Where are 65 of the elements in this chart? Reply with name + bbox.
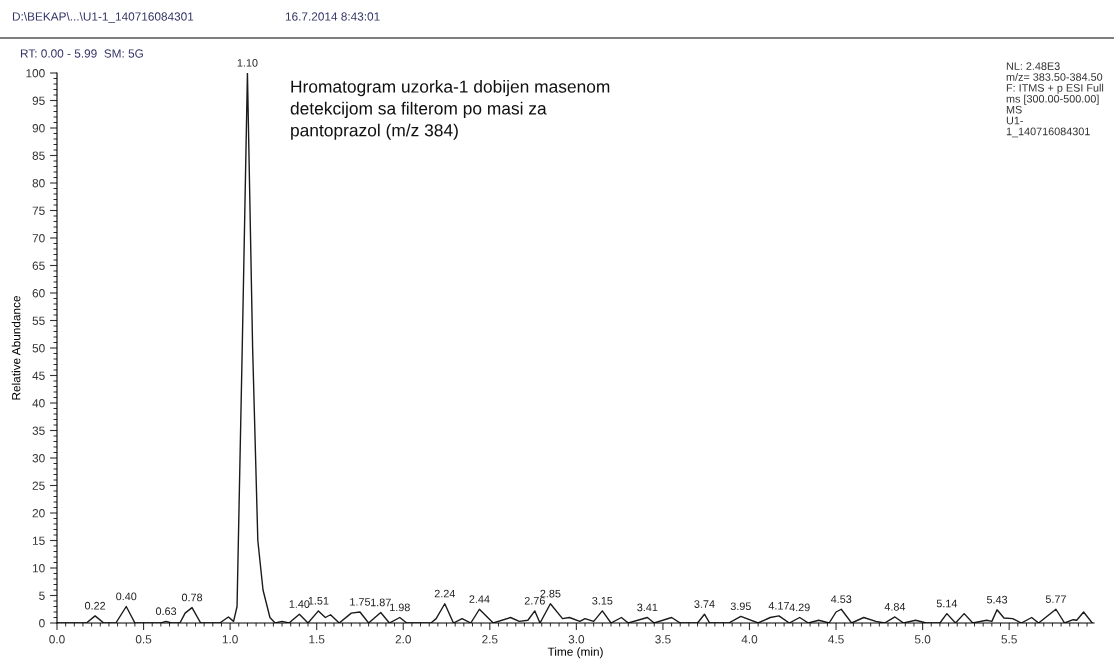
annotation: 0.78 [181,593,203,602]
annotation: 5.14 [936,599,958,608]
annotation: 5.77 [1045,595,1066,603]
y-tick-label: 5 [39,591,45,600]
x-tick-label: 5.5 [1001,635,1017,644]
annotation: 4.53 [830,595,852,603]
annotation: 4.84 [884,602,906,611]
y-tick-label: 70 [32,234,45,243]
y-tick-label: 45 [32,371,45,380]
y-tick-label: 90 [32,124,45,133]
x-tick-label: 0.5 [135,635,152,644]
x-tick-label: 4.5 [828,635,844,644]
annotation: 1.87 [371,598,391,607]
annotation: Hromatogram uzorka-1 dobijen masenom detekcijom sa filterom po masi za pantoprazol (m/z 384) [290,80,610,140]
x-tick-label: 1.5 [309,635,325,644]
annotation: 0.40 [116,592,137,601]
annotation: 5.43 [986,595,1008,604]
annotation: 3.41 [637,603,658,612]
annotation: 1.10 [237,59,258,67]
x-tick-label: 2.0 [395,635,411,644]
annotation: NL: 2.48E3 m/z= 383.50-384.50 F: ITMS + p ESI Full ms [300.00-500.00] MS U1- 1_140716084301 [1006,62,1104,138]
annotation: 1.40 [289,600,310,608]
y-tick-label: 25 [32,481,45,490]
y-tick-label: 85 [32,151,45,160]
y-tick-label: 100 [26,69,45,78]
text: 16.7.2014 8:43:01 [285,12,380,21]
y-tick-label: 15 [32,536,45,545]
x-tick-label: 5.0 [914,635,931,644]
y-tick-label: 55 [32,316,45,325]
annotation: 2.76 [524,596,545,605]
y-tick-label: 0 [39,619,45,628]
x-axis-title: Time (min) [547,647,603,659]
y-tick-label: 10 [32,564,45,573]
x-tick-label: 3.5 [655,635,671,644]
y-tick-label: 40 [32,399,45,408]
y-tick-label: 20 [32,509,45,518]
text: D:\BEKAP\...\U1-1_140716084301 [12,12,194,23]
annotation: 0.63 [155,607,177,616]
y-tick-label: 95 [32,96,45,105]
y-tick-label: 80 [32,179,45,188]
annotation: 2.44 [469,595,490,603]
text: RT: 0.00 - 5.99 SM: 5G [20,49,143,58]
y-tick-label: 60 [32,289,45,298]
y-axis-title: Relative Abundance [11,296,21,400]
annotation: 4.29 [789,603,810,612]
annotation: 2.85 [540,589,561,598]
annotation: 1.51 [308,597,329,605]
x-tick-label: 4.0 [741,635,758,644]
x-tick-label: 2.5 [482,635,498,644]
x-tick-label: 1.0 [222,635,238,644]
x-tick-label: 3.0 [568,635,585,644]
annotation: 3.95 [730,602,751,611]
annotation: 4.17 [768,601,789,610]
y-tick-label: 35 [32,426,45,435]
y-tick-label: 50 [32,344,45,353]
annotation: 2.24 [434,589,456,598]
y-tick-label: 65 [32,261,45,270]
y-tick-label: 30 [32,454,45,463]
annotation: 1.75 [350,598,371,606]
annotation: 0.22 [84,601,106,610]
annotation: 3.74 [694,600,715,608]
annotation: 3.15 [592,596,613,605]
x-tick-label: 0.0 [49,635,65,644]
y-tick-label: 75 [32,206,45,215]
annotation: 1.98 [390,603,410,612]
